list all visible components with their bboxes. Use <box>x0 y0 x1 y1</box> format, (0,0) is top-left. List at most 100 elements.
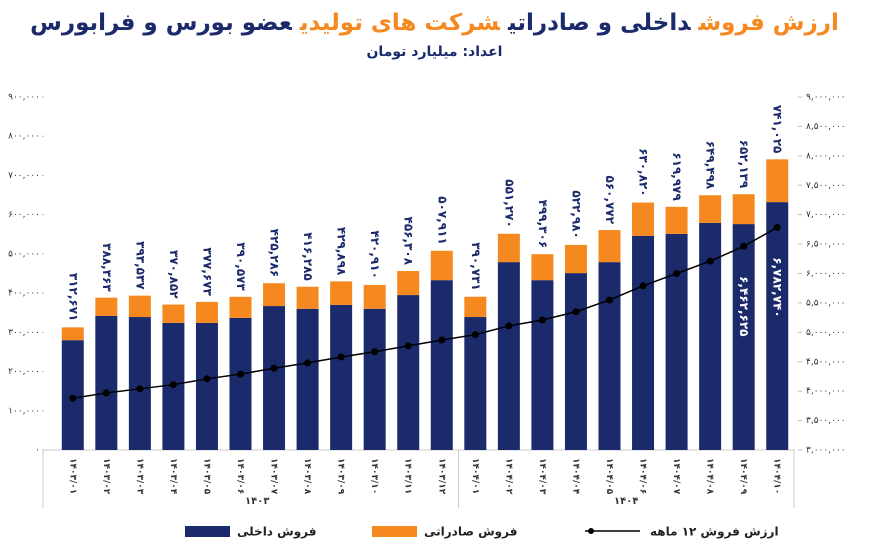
y-tick-label: ۸۰۰,۰۰۰ <box>8 132 40 142</box>
group-label: ۱۴۰۴ <box>614 496 638 507</box>
x-tick-label: ۱۴۰۳/۰۸ <box>302 458 312 495</box>
y2-tick-label: ۶,۰۰۰,۰۰۰ <box>806 269 846 279</box>
line-marker <box>773 223 781 231</box>
line-marker <box>203 375 211 383</box>
total-label: ۴۲۰,۹۱۰ <box>368 230 382 279</box>
y2-tick-label: ۶,۵۰۰,۰۰۰ <box>806 240 846 250</box>
y2-tick-label: ۸,۰۰۰,۰۰۰ <box>806 151 846 161</box>
y2-tick-label: ۷,۰۰۰,۰۰۰ <box>806 210 846 220</box>
bar-segment <box>497 233 520 263</box>
bar-segment <box>632 235 655 450</box>
chart-subtitle: اعداد: میلیارد تومان <box>366 44 503 60</box>
total-label: ۴۱۶,۲۸۵ <box>301 232 315 281</box>
total-label: ۳۹۰,۷۳۱ <box>469 242 483 291</box>
line-marker <box>237 370 244 378</box>
x-tick-label: ۱۴۰۴/۰۶ <box>638 458 648 494</box>
y-tick-label: ۷۰۰,۰۰۰ <box>8 171 40 181</box>
bar-segment <box>195 322 218 450</box>
line-marker <box>673 270 681 277</box>
bar-segment <box>531 280 554 450</box>
bar-segment <box>564 273 587 450</box>
total-label: ۶۵۲,۱۳۹ <box>737 140 751 189</box>
title-part: ارزش فروش <box>698 10 839 36</box>
line-marker <box>572 308 580 316</box>
line-marker <box>136 385 144 393</box>
legend-swatch <box>372 526 417 537</box>
line-marker <box>538 316 546 324</box>
bar-segment <box>430 280 453 450</box>
total-label: ۴۲۹,۸۹۸ <box>335 227 349 276</box>
bar-segment <box>732 194 755 225</box>
chart-title: ارزش فروش داخلی و صادراتی شرکت های تولیدی ع… <box>0 10 869 36</box>
bar-segment <box>598 262 621 450</box>
x-tick-label: ۱۴۰۳/۰۱ <box>67 458 77 494</box>
y-tick-label: ۹۰۰,۰۰۰ <box>8 93 40 103</box>
y2-tick-label: ۴,۵۰۰,۰۰۰ <box>806 357 846 367</box>
y2-tick-label: ۵,۰۰۰,۰۰۰ <box>806 328 846 338</box>
line-marker <box>639 282 647 290</box>
total-label: ۶۱۹,۹۷۹ <box>670 152 684 201</box>
bar-segment <box>330 304 353 450</box>
x-tick-label: ۱۴۰۴/۰۵ <box>604 458 614 495</box>
line-value-label: ۶,۷۸۲,۷۴۰ <box>771 257 785 317</box>
total-label: ۳۸۸,۳۶۳ <box>100 243 114 292</box>
x-tick-label: ۱۴۰۳/۱۰ <box>369 458 379 494</box>
y-tick-label: ۴۰۰,۰۰۰ <box>8 289 40 299</box>
bar-segment <box>699 222 722 450</box>
x-tick-label: ۱۴۰۳/۰۵ <box>201 458 211 495</box>
y-tick-label: ۵۰۰,۰۰۰ <box>8 249 40 259</box>
line-marker <box>270 364 278 372</box>
title-part: عضو بورس و فرابورس <box>30 10 292 36</box>
line-marker <box>169 381 177 389</box>
bar-segment <box>464 296 487 318</box>
total-label: ۳۱۲,۶۷۱ <box>66 273 80 322</box>
line-marker <box>706 257 714 265</box>
x-tick-label: ۱۴۰۳/۰۷ <box>269 458 279 495</box>
bar-segment <box>564 244 587 274</box>
bar-segment <box>128 317 151 450</box>
bar-segment <box>464 317 487 450</box>
bar-segment <box>95 297 118 316</box>
total-label: ۴۲۵,۲۸۶ <box>268 229 282 278</box>
bar-segment <box>95 315 118 450</box>
x-tick-label: ۱۴۰۴/۰۲ <box>503 458 513 495</box>
x-tick-label: ۱۴۰۴/۱۰ <box>772 458 782 494</box>
x-tick-label: ۱۴۰۴/۰۹ <box>738 458 748 495</box>
legend-marker <box>588 528 594 534</box>
bar-segment <box>195 301 218 323</box>
bar-segment <box>732 224 755 450</box>
bar-segment <box>128 295 151 318</box>
x-tick-label: ۱۴۰۳/۰۲ <box>101 458 111 495</box>
y2-tick-label: ۵,۵۰۰,۰۰۰ <box>806 298 846 308</box>
total-label: ۷۴۱,۰۲۵ <box>771 105 785 154</box>
total-label: ۵۶۰,۷۷۲ <box>603 176 617 225</box>
x-tick-label: ۱۴۰۳/۱۱ <box>403 458 413 494</box>
line-marker <box>740 242 748 250</box>
x-tick-label: ۱۴۰۴/۰۴ <box>570 458 580 495</box>
total-label: ۶۴۹,۴۹۸ <box>704 141 718 190</box>
y2-tick-label: ۸,۵۰۰,۰۰۰ <box>806 122 846 132</box>
title-part: داخلی و صادراتی <box>507 10 691 36</box>
x-tick-label: ۱۴۰۳/۱۲ <box>436 458 446 495</box>
bar-segment <box>598 230 621 263</box>
x-tick-label: ۱۴۰۴/۰۳ <box>537 458 547 495</box>
y-tick-label: ۶۰۰,۰۰۰ <box>8 210 40 220</box>
line-marker <box>304 359 312 367</box>
x-tick-label: ۱۴۰۴/۰۷ <box>671 458 681 495</box>
group-label: ۱۴۰۳ <box>245 496 269 507</box>
legend-label: ارزش فروش ۱۲ ماهه <box>650 525 779 540</box>
x-tick-label: ۱۴۰۳/۰۴ <box>168 458 178 495</box>
bar-segment <box>430 250 453 281</box>
bar-segment <box>632 202 655 236</box>
bar-segment <box>229 296 252 318</box>
line-value-label: ۶,۴۶۲,۶۲۵ <box>737 276 751 336</box>
bar-segment <box>699 195 722 223</box>
line-marker <box>404 342 412 350</box>
line-marker <box>438 336 446 344</box>
legend-swatch <box>185 526 230 537</box>
y2-tick-label: ۳,۰۰۰,۰۰۰ <box>806 446 846 456</box>
bar-segment <box>363 308 386 450</box>
total-label: ۵۲۲,۹۸۰ <box>569 190 583 239</box>
legend-label: فروش صادراتی <box>424 525 517 540</box>
